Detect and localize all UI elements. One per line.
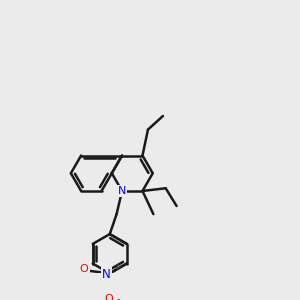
Text: N: N: [102, 268, 111, 281]
Text: -: -: [117, 294, 120, 300]
Text: +: +: [113, 263, 120, 272]
Text: O: O: [80, 264, 88, 274]
Text: N: N: [118, 186, 126, 196]
Text: O: O: [105, 294, 113, 300]
